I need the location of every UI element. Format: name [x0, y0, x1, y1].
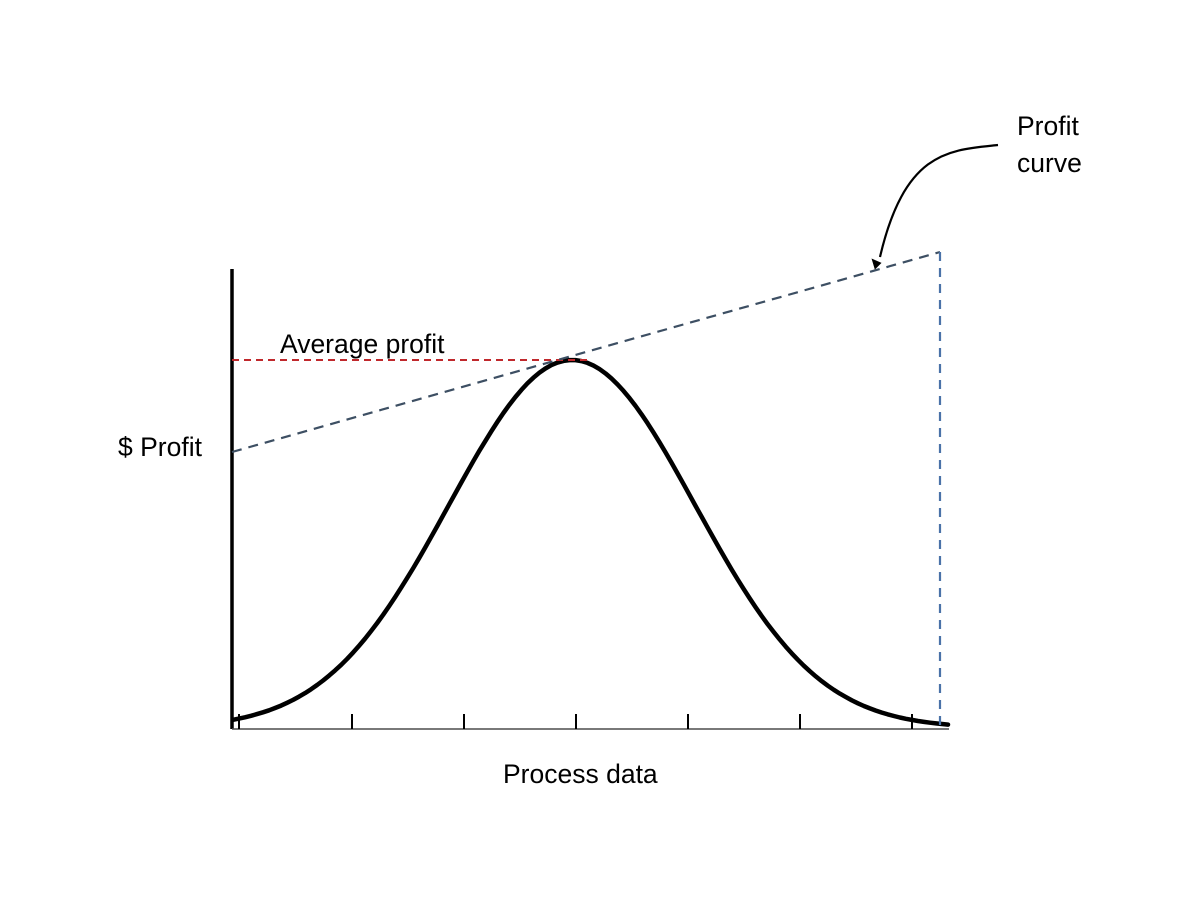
- svg-text:Profit: Profit: [1017, 111, 1079, 141]
- svg-text:Process data: Process data: [503, 759, 658, 789]
- svg-text:curve: curve: [1017, 148, 1082, 178]
- svg-text:$ Profit: $ Profit: [118, 432, 203, 462]
- svg-text:Average profit: Average profit: [280, 329, 445, 359]
